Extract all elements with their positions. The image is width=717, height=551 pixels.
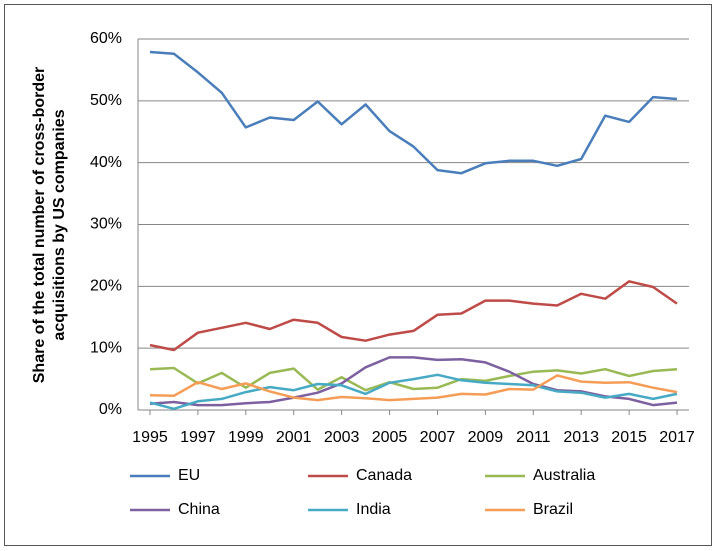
legend-label: China xyxy=(178,501,220,518)
chart-frame xyxy=(4,4,712,546)
y-tick-label: 50% xyxy=(90,92,122,109)
y-tick-label: 40% xyxy=(90,154,122,171)
x-tick-label: 2011 xyxy=(516,429,551,446)
series-line xyxy=(149,366,678,392)
x-tick-label: 1999 xyxy=(228,429,264,446)
x-tick-label: 2005 xyxy=(372,429,408,446)
y-tick-label: 30% xyxy=(90,216,122,233)
series-line xyxy=(149,50,678,175)
series-line xyxy=(149,373,678,411)
legend-label: Brazil xyxy=(533,501,573,518)
y-tick-label: 60% xyxy=(90,30,122,47)
x-tick-label: 2003 xyxy=(324,429,360,446)
x-tick-label: 2017 xyxy=(659,429,695,446)
y-tick-label: 10% xyxy=(90,339,122,356)
x-tick-label: 2013 xyxy=(563,429,599,446)
y-axis-title-line: acquisitions by US companies xyxy=(51,109,68,340)
y-tick-label: 20% xyxy=(90,278,122,295)
y-axis-title-line: Share of the total number of cross-borde… xyxy=(31,67,48,383)
x-tick-label: 2015 xyxy=(611,429,647,446)
series-line xyxy=(149,374,678,402)
series-line xyxy=(149,280,678,352)
x-tick-label: 1997 xyxy=(180,429,216,446)
x-tick-label: 2009 xyxy=(468,429,504,446)
x-tick-label: 2001 xyxy=(276,429,312,446)
y-axis-title: Share of the total number of cross-borde… xyxy=(31,67,68,383)
x-tick-label: 1995 xyxy=(132,429,168,446)
legend-label: Canada xyxy=(356,467,412,484)
x-tick-label: 2007 xyxy=(420,429,456,446)
y-tick-label: 0% xyxy=(99,401,122,418)
legend-label: EU xyxy=(178,467,200,484)
legend-label: India xyxy=(356,501,391,518)
legend-label: Australia xyxy=(533,467,595,484)
